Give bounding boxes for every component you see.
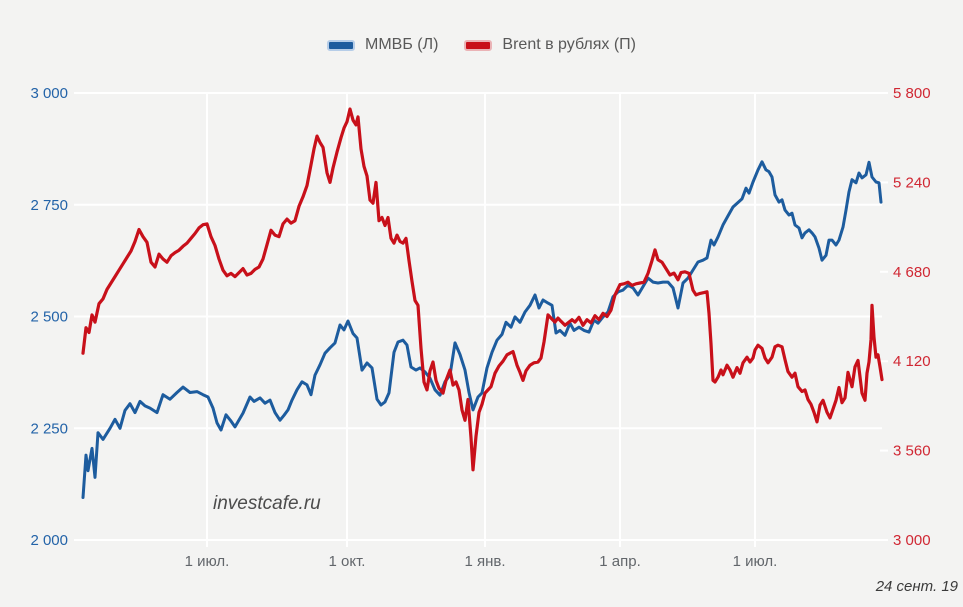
y-axis-label-right: 5 800 bbox=[893, 85, 931, 102]
x-axis-label: 1 июл. bbox=[733, 553, 778, 570]
y-axis-label-right: 4 680 bbox=[893, 264, 931, 281]
legend-item-brent[interactable]: Brent в рублях (П) bbox=[464, 36, 636, 54]
y-axis-label-left: 3 000 bbox=[30, 85, 68, 102]
y-axis-label-left: 2 750 bbox=[30, 197, 68, 214]
y-axis-label-right: 4 120 bbox=[893, 353, 931, 370]
y-axis-label-left: 2 500 bbox=[30, 309, 68, 326]
x-axis-label: 1 окт. bbox=[329, 553, 366, 570]
mmvb-series-line[interactable] bbox=[81, 160, 883, 499]
y-axis-label-right: 3 000 bbox=[893, 532, 931, 549]
legend-item-mmvb[interactable]: ММВБ (Л) bbox=[326, 36, 439, 54]
date-stamp: 24 сент. 19 bbox=[875, 578, 958, 595]
mmvb-series-marker bbox=[326, 39, 355, 51]
y-axis-label-left: 2 000 bbox=[30, 532, 68, 549]
watermark: investcafe.ru bbox=[213, 493, 321, 514]
y-axis-label-right: 5 240 bbox=[893, 174, 931, 191]
x-axis-label: 1 янв. bbox=[464, 553, 505, 570]
brent-series-line[interactable] bbox=[81, 107, 884, 472]
brent-legend-label: Brent в рублях (П) bbox=[502, 36, 636, 53]
x-axis-label: 1 июл. bbox=[185, 553, 230, 570]
y-axis-label-left: 2 250 bbox=[30, 420, 68, 437]
mmvb-legend-label: ММВБ (Л) bbox=[364, 36, 439, 53]
brent-series-marker bbox=[464, 39, 493, 51]
x-axis-label: 1 апр. bbox=[599, 553, 640, 570]
legend: ММВБ (Л) Brent в рублях (П) bbox=[0, 36, 963, 54]
y-axis-label-right: 3 560 bbox=[893, 443, 931, 460]
